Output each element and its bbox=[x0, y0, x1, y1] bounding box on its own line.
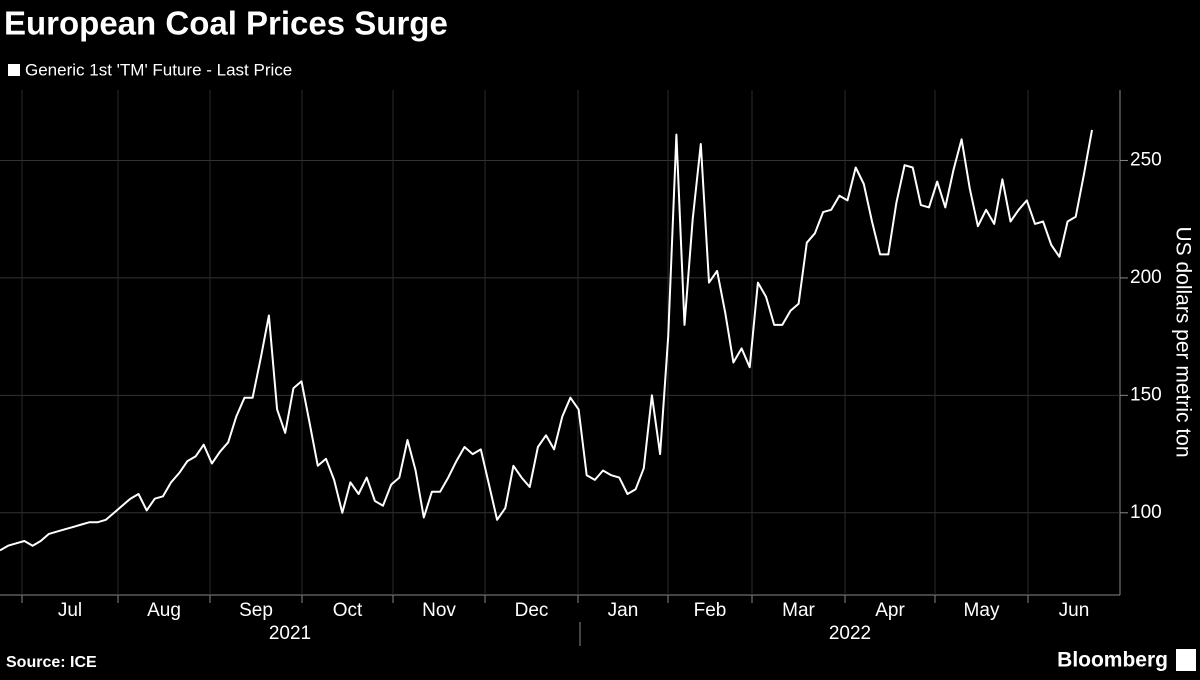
x-tick-label: Jul bbox=[58, 600, 82, 621]
x-tick-label: Sep bbox=[239, 600, 273, 621]
year-label: 2021 bbox=[269, 623, 311, 644]
x-tick-label: Mar bbox=[782, 600, 815, 621]
year-label: 2022 bbox=[829, 623, 871, 644]
legend-swatch bbox=[8, 64, 20, 76]
x-tick-label: Nov bbox=[422, 600, 456, 621]
x-tick-label: Feb bbox=[694, 600, 727, 621]
y-tick-label: 150 bbox=[1130, 384, 1162, 405]
source: Source: ICE bbox=[6, 654, 97, 671]
x-tick-label: Jun bbox=[1059, 600, 1090, 621]
price-line bbox=[0, 129, 1093, 552]
y-axis-title: US dollars per metric ton bbox=[1171, 226, 1194, 457]
x-tick-label: Apr bbox=[875, 600, 905, 621]
y-tick-label: 200 bbox=[1130, 267, 1162, 288]
x-tick-label: Aug bbox=[147, 600, 181, 621]
legend-label: Generic 1st 'TM' Future - Last Price bbox=[25, 60, 292, 79]
x-tick-label: Oct bbox=[333, 600, 363, 621]
y-tick-label: 250 bbox=[1130, 149, 1162, 170]
x-tick-label: Dec bbox=[515, 600, 549, 621]
x-tick-label: Jan bbox=[608, 600, 639, 621]
brand-icon bbox=[1176, 649, 1196, 671]
chart-title: European Coal Prices Surge bbox=[4, 5, 448, 42]
x-tick-label: May bbox=[964, 600, 1000, 621]
y-tick-label: 100 bbox=[1130, 502, 1162, 523]
brand: Bloomberg bbox=[1057, 649, 1168, 672]
